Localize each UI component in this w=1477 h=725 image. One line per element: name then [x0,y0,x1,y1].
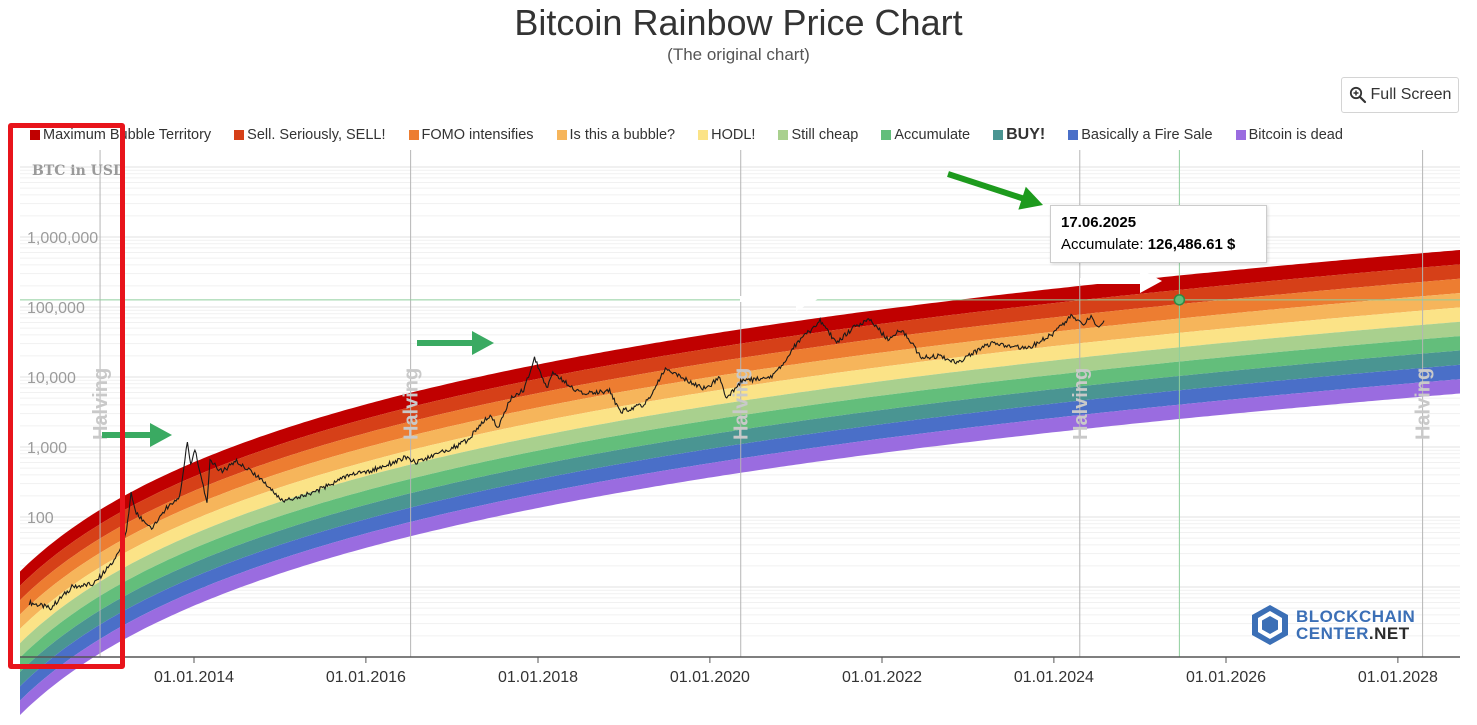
legend-swatch [698,130,709,140]
legend-swatch [408,130,419,140]
chart-legend: Maximum Bubble Territory Sell. Seriously,… [30,125,1366,145]
legend-item[interactable]: Accumulate [881,127,970,143]
legend-item[interactable]: Is this a bubble? [556,127,676,143]
tooltip-series-label: Accumulate: [1061,236,1144,253]
legend-item[interactable]: Sell. Seriously, SELL! [234,127,386,143]
x-tick-label: 01.01.2018 [498,669,578,686]
halving-label: Halving [731,368,753,440]
full-screen-label: Full Screen [1370,86,1452,103]
green-arrow-2024-head [1018,186,1043,210]
x-tick-label: 01.01.2028 [1358,669,1438,686]
full-screen-button[interactable]: Full Screen [1341,77,1459,113]
legend-label: Still cheap [791,127,859,143]
logo-line1: BLOCKCHAIN [1296,607,1416,626]
tooltip-date: 17.06.2025 [1061,214,1137,231]
green-arrow-2024-shaft [947,171,1033,205]
legend-swatch [556,130,567,140]
legend-label: BUY! [1006,126,1046,143]
legend-item[interactable]: Bitcoin is dead [1235,127,1343,143]
legend-label: Is this a bubble? [569,127,676,143]
y-tick-label: 10,000 [27,370,76,387]
chart-tooltip: 17.06.2025 Accumulate: 126,486.61 $ [1050,205,1267,263]
halving-label: Halving [1413,368,1435,440]
y-tick-label: 100,000 [27,300,85,317]
legend-item[interactable]: BUY! [993,126,1045,144]
y-tick-label: 100 [27,510,54,527]
cube-logo-icon [1252,605,1288,645]
tooltip-value: 126,486.61 $ [1147,236,1236,253]
legend-label: Bitcoin is dead [1248,127,1343,143]
legend-label: Accumulate [894,127,971,143]
x-tick-label: 01.01.2014 [154,669,234,686]
x-tick-label: 01.01.2022 [842,669,922,686]
legend-label: HODL! [711,127,756,143]
price-line [28,313,1105,611]
legend-label: FOMO intensifies [421,127,534,143]
x-tick-label: 01.01.2026 [1186,669,1266,686]
y-tick-label: 1,000 [27,440,67,457]
legend-swatch [234,130,245,140]
y-axis-highlight-box [8,123,125,669]
white-arrow-2021-head [796,287,818,311]
y-tick-label: 1,000,000 [27,230,98,247]
halving-label: Halving [401,368,423,440]
legend-label: Basically a Fire Sale [1081,127,1213,143]
legend-swatch [1235,130,1246,140]
x-tick-label: 01.01.2024 [1014,669,1094,686]
legend-swatch [881,130,892,140]
chart-subtitle: (The original chart) [667,45,810,64]
legend-swatch [993,130,1004,140]
green-arrow-2014-head [150,423,172,447]
legend-item[interactable]: Basically a Fire Sale [1068,127,1213,143]
logo-line2a: CENTER [1296,624,1369,643]
green-arrow-2017-head [472,331,494,355]
zoom-icon [1349,86,1366,104]
white-arrow-2025-head [1140,269,1162,293]
legend-item[interactable]: FOMO intensifies [408,127,534,143]
halving-label: Halving [90,368,112,440]
legend-swatch [30,130,40,140]
halving-label: Halving [1070,368,1092,440]
x-tick-label: 01.01.2016 [326,669,406,686]
logo-line2b: .NET [1368,624,1410,643]
highlight-point [1173,294,1186,306]
legend-swatch [778,130,789,140]
legend-label: Maximum Bubble Territory [43,127,212,143]
legend-swatch [1068,130,1079,140]
blockchaincenter-logo: BLOCKCHAIN CENTER.NET [1250,600,1430,650]
legend-label: Sell. Seriously, SELL! [247,127,386,143]
legend-item[interactable]: Maximum Bubble Territory [30,127,211,143]
y-axis-title: BTC in USD [32,163,125,179]
legend-item[interactable]: HODL! [698,127,755,143]
x-tick-label: 01.01.2020 [670,669,750,686]
chart-title: Bitcoin Rainbow Price Chart [514,2,963,43]
legend-item[interactable]: Still cheap [778,127,858,143]
